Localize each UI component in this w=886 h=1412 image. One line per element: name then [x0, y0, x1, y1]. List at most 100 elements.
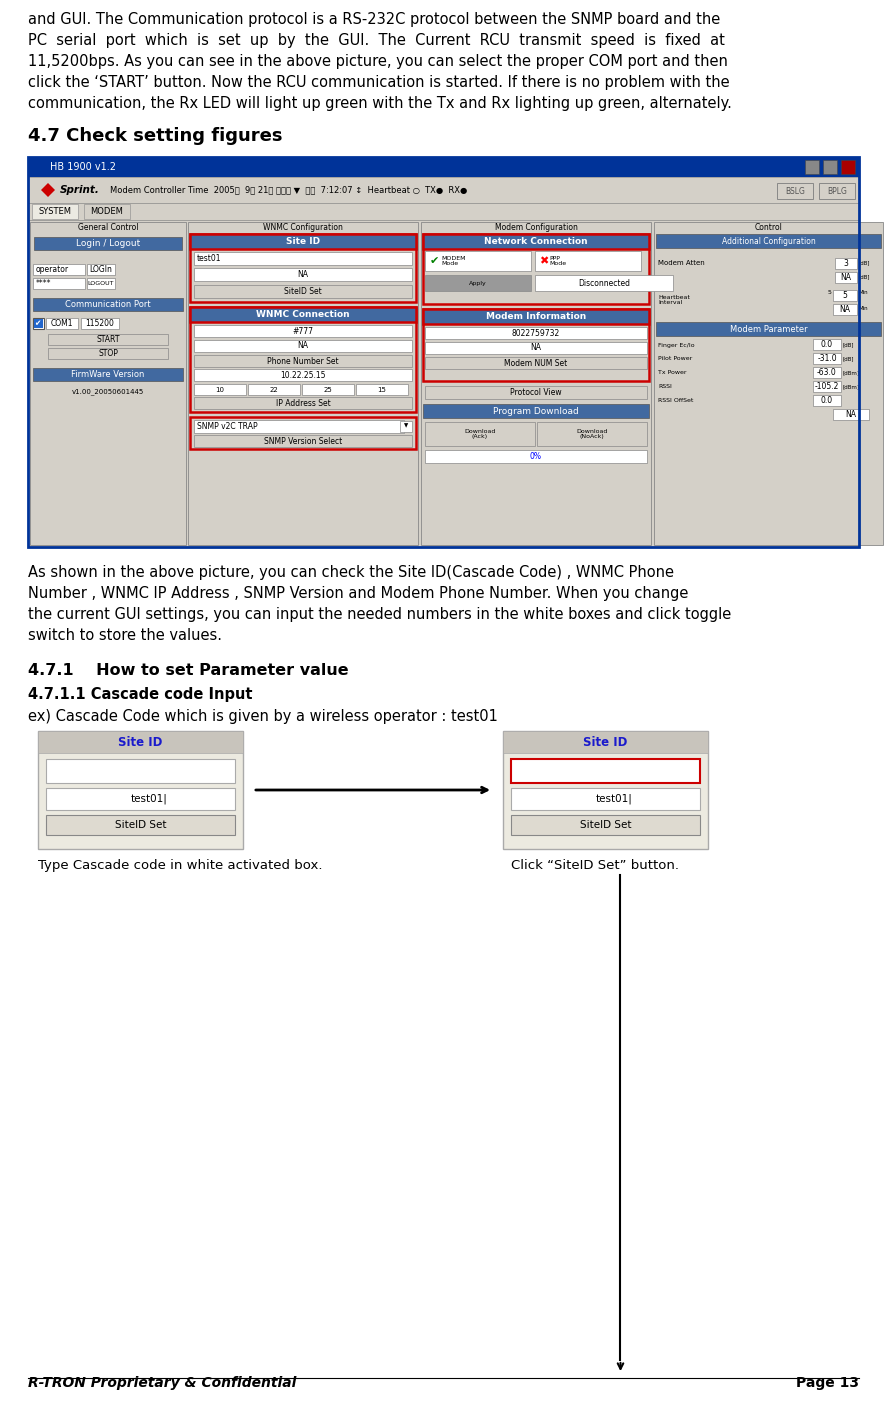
Text: SiteID Set: SiteID Set: [114, 820, 166, 830]
Text: operator: operator: [36, 265, 69, 274]
Bar: [48, 335, 167, 345]
Text: 3: 3: [843, 258, 848, 268]
Bar: [48, 347, 167, 359]
Text: SNMP v2C TRAP: SNMP v2C TRAP: [197, 422, 257, 431]
Bar: [832, 304, 856, 315]
Bar: [87, 278, 115, 289]
Text: Program Download: Program Download: [493, 407, 579, 415]
Text: Number , WNMC IP Address , SNMP Version and Modem Phone Number. When you change: Number , WNMC IP Address , SNMP Version …: [28, 586, 688, 602]
Bar: [424, 251, 531, 271]
Text: ▼: ▼: [403, 424, 408, 428]
Text: General Control: General Control: [78, 223, 138, 232]
Text: [dB]: [dB]: [842, 343, 853, 347]
Text: Min: Min: [858, 291, 867, 295]
Bar: [188, 222, 417, 545]
Text: 25: 25: [323, 387, 332, 393]
Text: LOGIn: LOGIn: [89, 265, 113, 274]
Bar: [33, 264, 85, 275]
Text: Download
(NoAck): Download (NoAck): [576, 429, 607, 439]
Text: ****: ****: [36, 280, 51, 288]
Text: Site ID: Site ID: [285, 237, 320, 246]
Text: As shown in the above picture, you can check the Site ID(Cascade Code) , WNMC Ph: As shown in the above picture, you can c…: [28, 565, 673, 580]
Bar: [190, 306, 416, 322]
Text: #777: #777: [292, 326, 313, 336]
Bar: [190, 234, 416, 302]
Bar: [424, 422, 534, 446]
Bar: [87, 264, 115, 275]
Bar: [84, 203, 130, 219]
Bar: [81, 318, 119, 329]
Text: NA: NA: [297, 342, 308, 350]
Bar: [194, 251, 411, 265]
Text: test01|: test01|: [595, 794, 632, 805]
Text: Control: Control: [754, 223, 781, 232]
Bar: [502, 731, 707, 753]
Text: WNMC Configuration: WNMC Configuration: [263, 223, 343, 232]
Bar: [38, 731, 243, 753]
Bar: [812, 339, 840, 350]
Text: 4.7.1    How to set Parameter value: 4.7.1 How to set Parameter value: [28, 664, 348, 678]
Text: Heartbeat
Interval: Heartbeat Interval: [657, 295, 689, 305]
Text: PPP
Mode: PPP Mode: [548, 256, 565, 267]
Text: Login / Logout: Login / Logout: [76, 239, 140, 249]
Bar: [812, 381, 840, 393]
Text: -63.0: -63.0: [816, 369, 835, 377]
Text: v1.00_20050601445: v1.00_20050601445: [72, 388, 144, 395]
Bar: [30, 222, 186, 545]
Text: NA: NA: [844, 409, 856, 419]
Bar: [834, 258, 856, 270]
Bar: [194, 340, 411, 352]
Text: Modem Information: Modem Information: [486, 312, 586, 321]
Text: Finger Ec/Io: Finger Ec/Io: [657, 343, 694, 347]
Text: Communication Port: Communication Port: [65, 299, 151, 309]
Bar: [536, 422, 646, 446]
Text: ✖: ✖: [539, 256, 548, 265]
Bar: [190, 306, 416, 412]
Text: HB 1900 v1.2: HB 1900 v1.2: [50, 162, 116, 172]
Bar: [812, 353, 840, 364]
Bar: [812, 367, 840, 378]
Text: SiteID Set: SiteID Set: [579, 820, 631, 830]
Text: NA: NA: [530, 343, 540, 353]
Bar: [423, 234, 649, 249]
Text: Modem NUM Set: Modem NUM Set: [504, 359, 567, 367]
Bar: [46, 815, 235, 834]
Text: Tx Power: Tx Power: [657, 370, 686, 376]
Bar: [33, 318, 44, 329]
Bar: [194, 354, 411, 367]
Text: -31.0: -31.0: [816, 354, 835, 363]
Text: WNMC Connection: WNMC Connection: [256, 311, 349, 319]
Bar: [656, 234, 880, 249]
Bar: [534, 275, 672, 291]
Text: -105.2: -105.2: [814, 383, 838, 391]
Bar: [423, 404, 649, 418]
Bar: [34, 237, 182, 250]
Text: Apply: Apply: [469, 281, 486, 285]
Text: 10: 10: [215, 387, 224, 393]
Text: SNMP Version Select: SNMP Version Select: [263, 436, 342, 446]
Text: 4.7 Check setting figures: 4.7 Check setting figures: [28, 127, 282, 145]
Text: NA: NA: [840, 273, 851, 282]
Bar: [194, 268, 411, 281]
Text: communication, the Rx LED will light up green with the Tx and Rx lighting up gre: communication, the Rx LED will light up …: [28, 96, 731, 112]
Text: 5: 5: [826, 291, 830, 295]
Text: click the ‘START’ button. Now the RCU communication is started. If there is no p: click the ‘START’ button. Now the RCU co…: [28, 75, 729, 90]
Bar: [822, 160, 836, 174]
Text: IP Address Set: IP Address Set: [276, 398, 330, 408]
Text: LOGOUT: LOGOUT: [88, 281, 114, 287]
Bar: [194, 435, 411, 448]
Text: SiteID Set: SiteID Set: [284, 287, 322, 297]
Text: COM1: COM1: [51, 319, 74, 328]
Bar: [38, 731, 243, 849]
Bar: [510, 815, 699, 834]
Text: STOP: STOP: [98, 349, 118, 359]
Bar: [804, 160, 818, 174]
Text: 0.0: 0.0: [820, 340, 832, 349]
Bar: [510, 788, 699, 810]
Bar: [840, 160, 854, 174]
Text: 22: 22: [269, 387, 278, 393]
Text: 0.0: 0.0: [820, 395, 832, 405]
Text: PC  serial  port  which  is  set  up  by  the  GUI.  The  Current  RCU  transmit: PC serial port which is set up by the GU…: [28, 32, 724, 48]
Bar: [424, 450, 646, 463]
Text: Pilot Power: Pilot Power: [657, 356, 691, 361]
